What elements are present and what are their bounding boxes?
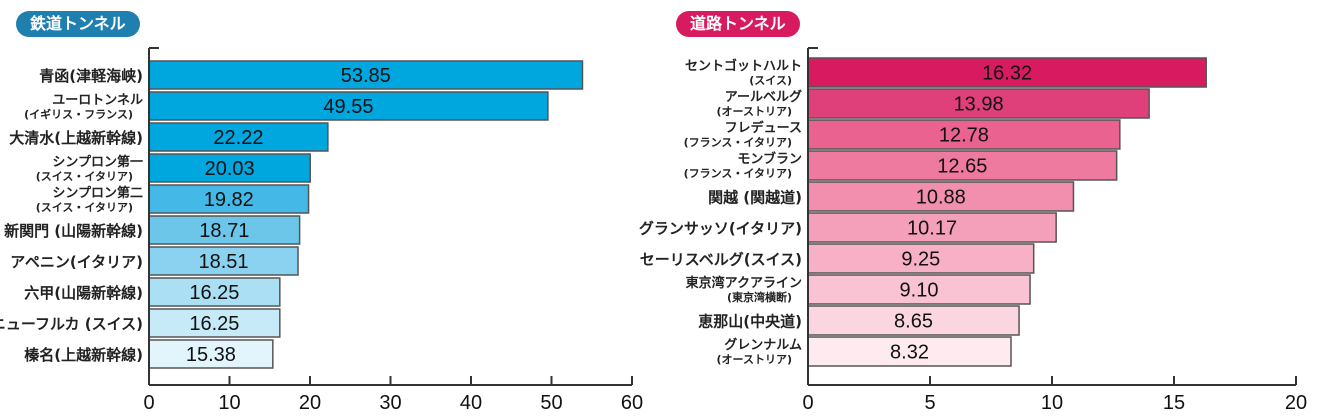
bar xyxy=(807,119,1121,150)
x-tick-label: 20 xyxy=(1285,392,1307,414)
rail-tunnel-chart: 53.85 青函(津軽海峡) 49.55 ユーロトンネル(イギリス・フランス) 22.2… xyxy=(0,47,643,414)
category-label: アペニン(イタリア) xyxy=(10,253,143,271)
category-label: 恵那山(中央道) xyxy=(698,313,802,331)
bar xyxy=(807,336,1012,367)
x-tick-label: 60 xyxy=(621,392,643,414)
category-label: グレンナルム xyxy=(724,337,802,353)
road-tunnel-title: 道路トンネル xyxy=(676,11,800,37)
x-tick-label: 40 xyxy=(460,392,482,414)
category-label: 関越 (関越道) xyxy=(708,189,802,207)
data-label: 20.03 xyxy=(205,158,255,180)
bar xyxy=(807,181,1075,212)
x-tick-label: 10 xyxy=(1041,392,1063,414)
x-tick-label: 0 xyxy=(143,392,154,414)
data-label: 8.65 xyxy=(894,311,933,333)
data-label: 18.51 xyxy=(198,251,248,273)
x-tick-label: 10 xyxy=(218,392,240,414)
data-label: 16.25 xyxy=(189,313,239,335)
category-label: セーリスベルグ(スイス) xyxy=(640,251,802,269)
data-label: 16.32 xyxy=(982,63,1032,85)
category-label: アールベルグ xyxy=(725,89,802,105)
bar xyxy=(148,246,299,276)
category-label: 六甲(山陽新幹線) xyxy=(24,284,143,302)
data-label: 15.38 xyxy=(186,344,236,366)
x-tick-label: 20 xyxy=(299,392,321,414)
category-label: グランサッソ(イタリア) xyxy=(639,220,802,238)
x-tick-label: 5 xyxy=(924,392,935,414)
data-label: 10.17 xyxy=(907,218,957,240)
bar xyxy=(807,305,1020,336)
x-tick-label: 50 xyxy=(540,392,562,414)
bar xyxy=(807,243,1035,274)
category-label: シンプロン第二 xyxy=(52,185,143,201)
category-sublabel: (スイス・イタリア) xyxy=(36,201,133,214)
bar xyxy=(148,339,274,369)
data-label: 18.71 xyxy=(199,220,249,242)
data-label: 22.22 xyxy=(213,127,263,149)
category-sublabel: (フランス・イタリア) xyxy=(684,167,792,180)
category-label: シンプロン第一 xyxy=(52,154,143,170)
data-label: 19.82 xyxy=(204,189,254,211)
data-label: 12.78 xyxy=(939,125,989,147)
category-sublabel: (東京湾横断) xyxy=(727,290,792,304)
x-tick-label: 0 xyxy=(802,392,813,414)
category-label: 榛名(上越新幹線) xyxy=(24,346,143,364)
data-label: 13.98 xyxy=(954,94,1004,116)
category-label: 東京湾アクアライン xyxy=(686,275,802,291)
category-sublabel: (オーストリア) xyxy=(716,353,792,366)
data-label: 8.32 xyxy=(890,342,929,364)
category-label: セントゴットハルト xyxy=(685,58,802,74)
rail-tunnel-title: 鉄道トンネル xyxy=(16,11,140,37)
bar xyxy=(148,184,310,214)
category-label: フレデュース xyxy=(725,120,802,136)
category-label: ニューフルカ (スイス) xyxy=(0,315,143,333)
data-label: 9.10 xyxy=(900,280,939,302)
category-label: モンブラン xyxy=(737,151,802,167)
road-tunnel-chart: 16.32セントゴットハルト(スイス)13.98アールベルグ(オーストリア)12… xyxy=(639,47,1307,414)
bar xyxy=(148,308,281,338)
bar xyxy=(807,212,1057,243)
bar xyxy=(148,153,311,183)
category-sublabel: (フランス・イタリア) xyxy=(684,136,792,149)
data-label: 49.55 xyxy=(323,96,373,118)
category-sublabel: (スイス・イタリア) xyxy=(36,170,133,183)
category-label: ユーロトンネル xyxy=(52,93,143,108)
bar xyxy=(148,122,329,152)
category-sublabel: (イギリス・フランス) xyxy=(24,107,133,121)
x-tick-label: 15 xyxy=(1163,392,1185,414)
x-tick-label: 30 xyxy=(379,392,401,414)
data-label: 12.65 xyxy=(937,156,987,178)
bar xyxy=(148,215,301,245)
data-label: 16.25 xyxy=(189,282,239,304)
category-label: 大清水(上越新幹線) xyxy=(9,129,143,147)
category-sublabel: (スイス) xyxy=(749,74,792,87)
bar xyxy=(807,274,1031,305)
bar xyxy=(148,91,549,121)
data-label: 53.85 xyxy=(341,65,391,87)
category-sublabel: (オーストリア) xyxy=(716,105,792,118)
category-label: 青函(津軽海峡) xyxy=(39,67,143,85)
data-label: 9.25 xyxy=(901,249,940,271)
category-label: 新関門 (山陽新幹線) xyxy=(4,222,143,240)
bar xyxy=(807,88,1150,119)
data-label: 10.88 xyxy=(916,187,966,209)
